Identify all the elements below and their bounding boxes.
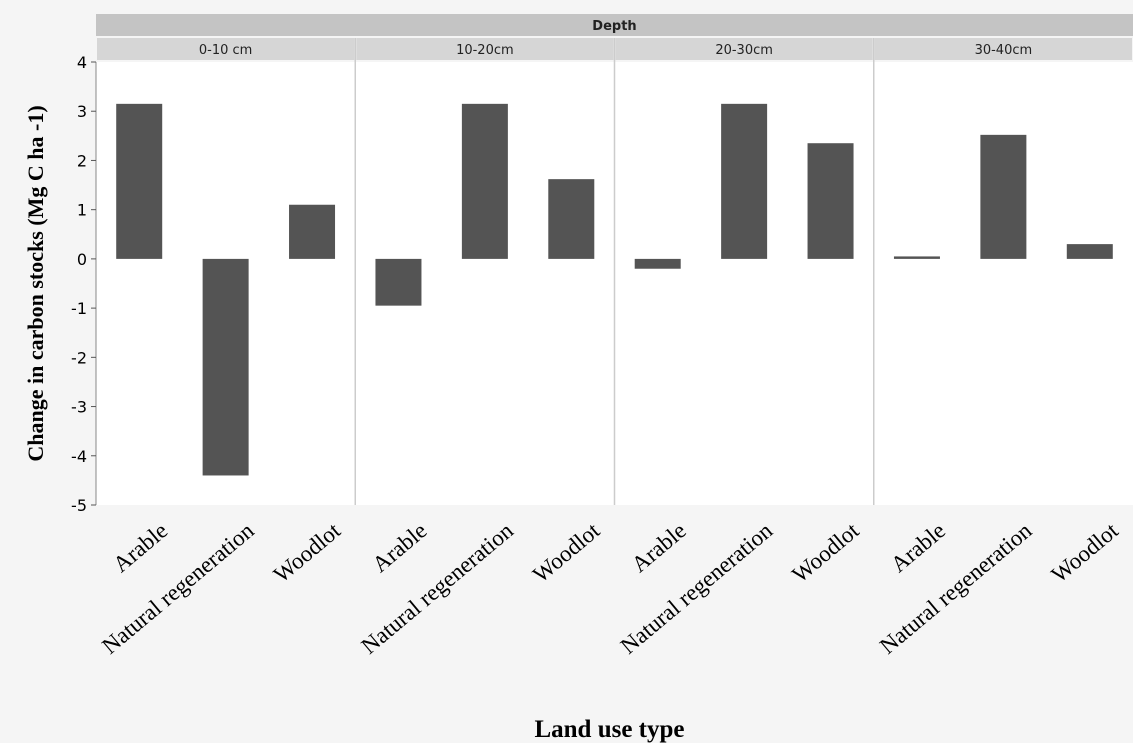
y-tick-label: 3 bbox=[77, 102, 87, 121]
facet-title: Depth bbox=[592, 19, 636, 34]
y-axis: 4 3 2 1 0 -1 -2 -3 -4 -5 bbox=[71, 53, 97, 515]
y-tick-label: 1 bbox=[77, 201, 87, 220]
bar bbox=[1066, 244, 1113, 259]
y-tick-label: -1 bbox=[71, 299, 87, 318]
panel-header bbox=[874, 38, 1132, 60]
y-axis-title: Change in carbon stocks (Mg C ha -1) bbox=[23, 105, 48, 461]
y-tick-label: -4 bbox=[71, 447, 87, 466]
bar bbox=[202, 258, 249, 476]
panel-header bbox=[615, 38, 873, 60]
y-tick-label: 4 bbox=[77, 53, 87, 72]
y-tick-label: -3 bbox=[71, 398, 87, 417]
panel-header bbox=[356, 38, 614, 60]
panel-header-label: 10-20cm bbox=[456, 43, 514, 58]
panel-header-label: 30-40cm bbox=[975, 43, 1033, 58]
bar bbox=[548, 179, 595, 259]
bar bbox=[375, 258, 422, 306]
bar bbox=[634, 258, 681, 269]
panel-header-label: 20-30cm bbox=[715, 43, 773, 58]
panel-plot-area bbox=[873, 62, 1133, 505]
bar bbox=[461, 103, 508, 259]
panel-header bbox=[97, 38, 355, 60]
bar bbox=[807, 143, 854, 259]
y-tick-label: -5 bbox=[71, 496, 87, 515]
bar bbox=[289, 204, 336, 259]
y-tick-label: -2 bbox=[71, 348, 87, 367]
panel-header-label: 0-10 cm bbox=[199, 43, 252, 58]
bar bbox=[721, 103, 768, 259]
bar bbox=[980, 134, 1027, 259]
y-tick-label: 2 bbox=[77, 151, 87, 170]
bar bbox=[893, 256, 940, 259]
facet-title-strip bbox=[96, 14, 1133, 36]
x-axis-title: Land use type bbox=[534, 716, 684, 743]
y-tick-label: 0 bbox=[77, 250, 87, 269]
bar bbox=[116, 103, 163, 259]
